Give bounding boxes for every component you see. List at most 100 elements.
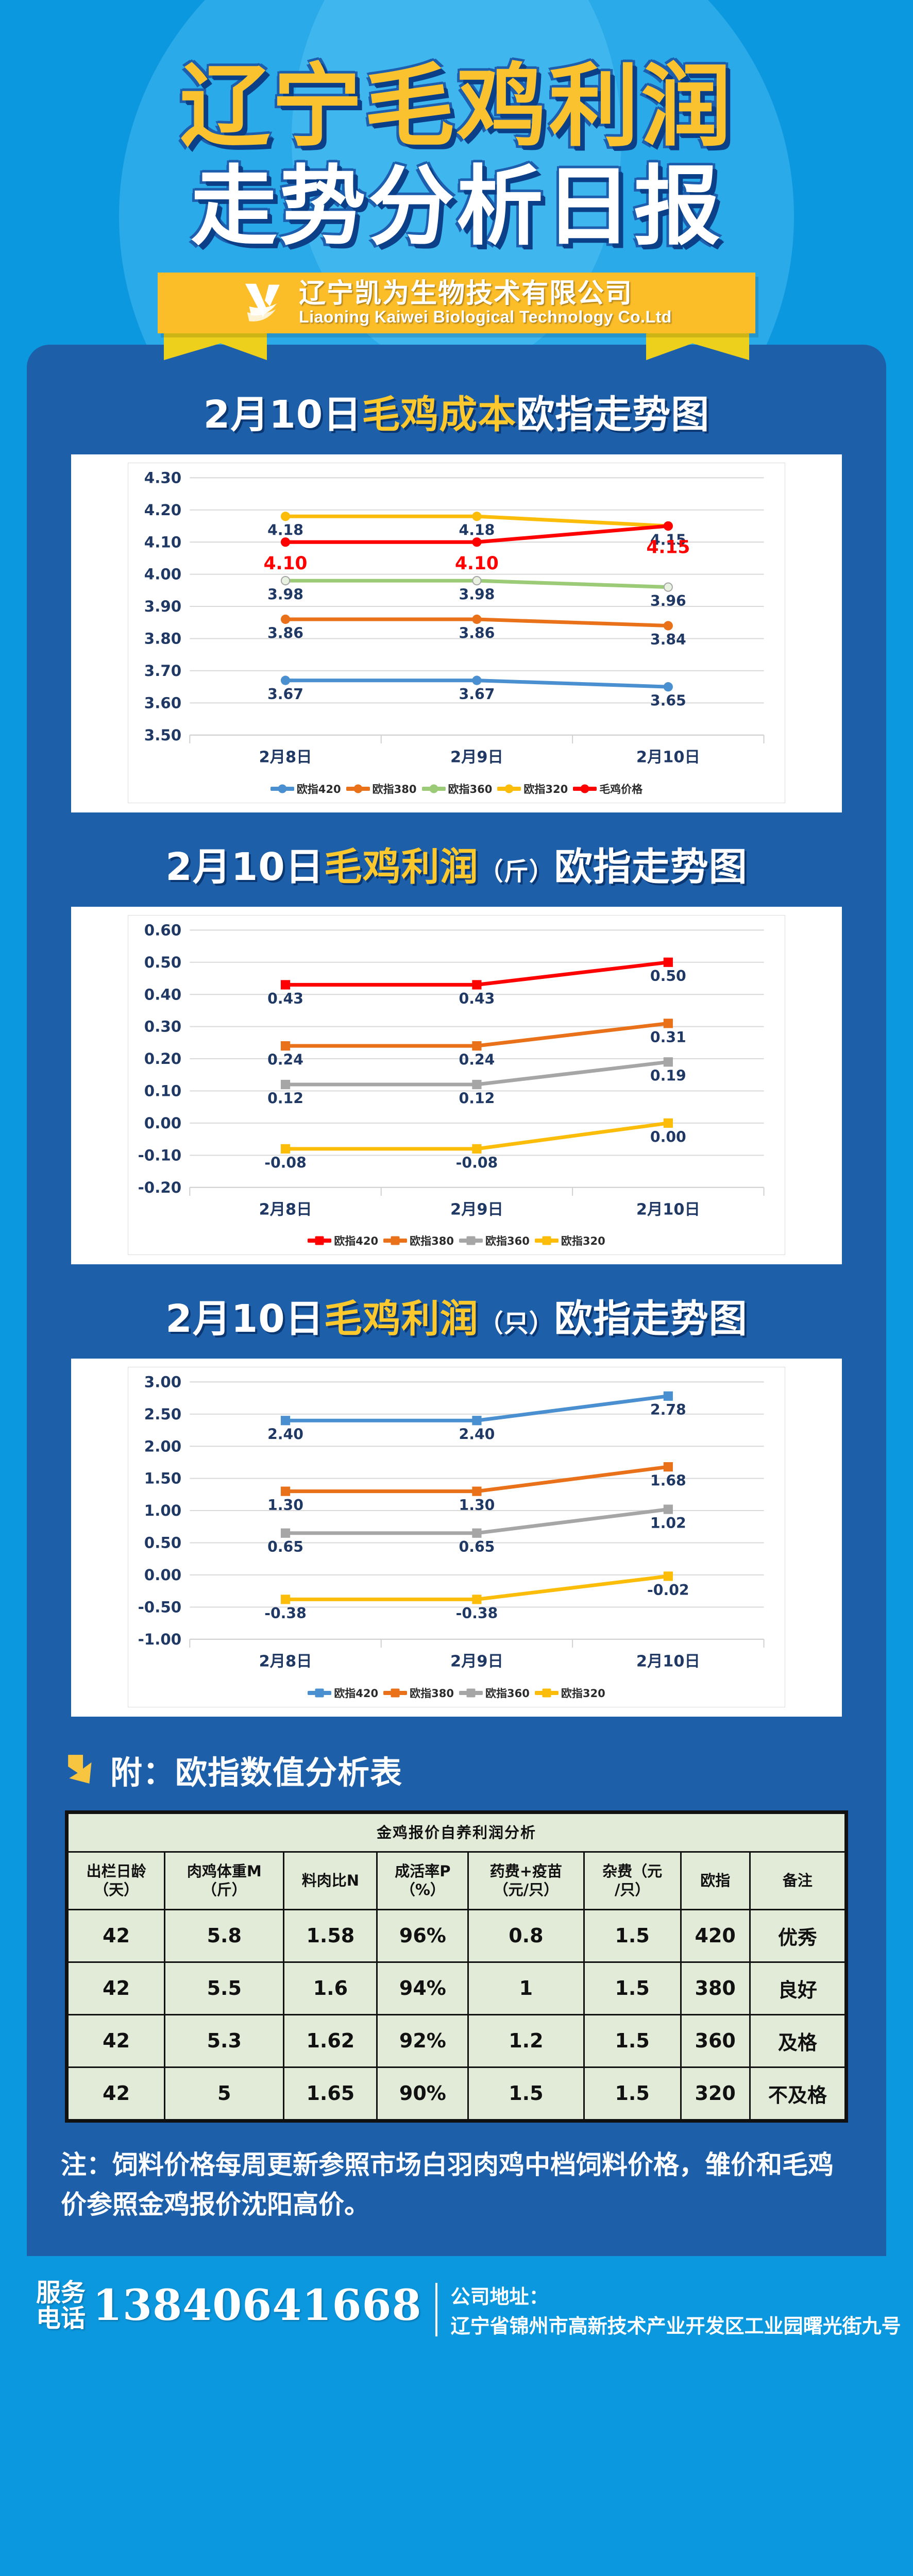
- svg-text:2.50: 2.50: [144, 1405, 181, 1423]
- table-cell: 96%: [376, 1908, 469, 1963]
- legend-label: 欧指320: [561, 1687, 605, 1700]
- data-label: 3.84: [650, 631, 686, 648]
- analysis-table-wrap: 金鸡报价自养利润分析 出栏日龄 （天） 肉鸡体重M （斤） 料肉比N 成活率P （%） 药费+…: [65, 1810, 848, 2123]
- legend-swatch-毛鸡价格: [573, 786, 597, 791]
- company-name-en: Liaoning Kaiwei Biological Technology Co…: [299, 307, 672, 326]
- legend-label: 欧指380: [410, 1687, 454, 1700]
- table-cell: 1.5: [583, 1961, 682, 2015]
- table-cell: 0.8: [467, 1908, 585, 1963]
- table-cell: 5.5: [164, 1961, 285, 2015]
- legend-swatch-欧指420: [308, 1690, 332, 1695]
- svg-text:4.00: 4.00: [144, 566, 181, 583]
- data-label: 0.65: [267, 1538, 303, 1555]
- legend-item[interactable]: 欧指380: [383, 1685, 454, 1701]
- legend-item[interactable]: 欧指320: [534, 1233, 605, 1248]
- chart-plot-cost[interactable]: 3.50 3.60 3.70 3.80 3.90 4.00 4.10 4.20 4.30 2月8日…: [128, 463, 785, 776]
- table-cell: 1.5: [583, 2013, 682, 2068]
- legend-item[interactable]: 欧指360: [459, 1233, 530, 1248]
- chart-legend-profit-jin[interactable]: 欧指420 欧指380 欧指360 欧指320: [128, 1228, 785, 1255]
- chart-plot-profit-jin[interactable]: -0.20 -0.10 0.00 0.10 0.20 0.30 0.40 0.50 0.60 2月…: [128, 916, 785, 1228]
- data-label: -0.08: [264, 1154, 307, 1171]
- svg-text:-0.10: -0.10: [138, 1146, 182, 1164]
- legend-item[interactable]: 欧指380: [383, 1233, 454, 1248]
- svg-text:0.00: 0.00: [144, 1566, 181, 1584]
- table-header-cell: 药费+疫苗 （元/只）: [467, 1851, 585, 1910]
- svg-text:2月8日: 2月8日: [259, 1653, 312, 1671]
- table-cell: 420: [680, 1908, 751, 1963]
- data-label: 3.98: [459, 586, 495, 603]
- data-label: 0.43: [267, 990, 303, 1007]
- data-label: 3.98: [267, 586, 303, 603]
- phone-label-line1: 服务: [36, 2278, 86, 2307]
- svg-text:0.30: 0.30: [144, 1018, 181, 1035]
- legend-swatch-欧指380: [383, 1239, 408, 1243]
- data-label: 4.15: [646, 537, 690, 558]
- legend-item[interactable]: 欧指320: [497, 781, 568, 796]
- svg-text:2月9日: 2月9日: [450, 1653, 503, 1671]
- legend-label: 欧指380: [410, 1235, 454, 1248]
- chart-legend-profit-zhi[interactable]: 欧指420 欧指380 欧指360 欧指320: [128, 1680, 785, 1707]
- data-label: 0.24: [459, 1051, 495, 1068]
- table-cell: 5.8: [164, 1908, 285, 1963]
- svg-text:0.50: 0.50: [144, 954, 181, 971]
- table-cell: 360: [680, 2013, 751, 2068]
- data-label: 0.24: [267, 1051, 303, 1068]
- address-label: 公司地址：: [450, 2286, 549, 2308]
- phone-label-line2: 电话: [36, 2304, 86, 2333]
- legend-swatch-欧指420: [270, 786, 294, 791]
- legend-item[interactable]: 欧指380: [346, 781, 417, 796]
- phone-number[interactable]: 13840641668: [93, 2281, 422, 2331]
- table-cell: 1: [467, 1961, 585, 2015]
- table-row: 42 5 1.65 90% 1.5 1.5 320 不及格: [66, 2066, 847, 2121]
- table-cell: 不及格: [749, 2066, 847, 2121]
- section3-date: 2月10日: [165, 1297, 324, 1342]
- table-header-cell: 料肉比N: [283, 1851, 378, 1910]
- service-phone: 服务 电话 13840641668: [36, 2278, 422, 2333]
- legend-item[interactable]: 欧指320: [534, 1685, 605, 1701]
- data-label: 0.50: [650, 968, 686, 985]
- legend-swatch-欧指380: [383, 1690, 408, 1695]
- svg-text:1.50: 1.50: [144, 1470, 181, 1487]
- legend-label: 欧指360: [448, 783, 493, 795]
- table-cell: 优秀: [749, 1908, 847, 1963]
- table-cell: 5: [164, 2066, 285, 2121]
- svg-text:2月9日: 2月9日: [450, 748, 503, 766]
- content-sheet: 2月10日毛鸡成本欧指走势图 3.50 3.60 3.70 3.80 3.90 4.00 4…: [27, 345, 886, 2256]
- table-cell: 良好: [749, 1961, 847, 2015]
- legend-swatch-欧指420: [308, 1239, 332, 1243]
- legend-label: 欧指380: [372, 783, 417, 795]
- legend-item[interactable]: 毛鸡价格: [573, 781, 643, 796]
- legend-swatch-欧指360: [421, 786, 446, 791]
- data-label: 0.65: [459, 1538, 495, 1555]
- table-cell: 1.62: [283, 2013, 378, 2068]
- legend-item[interactable]: 欧指420: [308, 1233, 378, 1248]
- table-row: 42 5.3 1.62 92% 1.2 1.5 360 及格: [66, 2013, 847, 2068]
- legend-swatch-欧指360: [459, 1239, 483, 1243]
- legend-label: 欧指420: [296, 783, 341, 795]
- data-label: 2.40: [267, 1426, 303, 1443]
- phone-label: 服务 电话: [36, 2278, 93, 2333]
- svg-text:2月10日: 2月10日: [636, 1200, 700, 1218]
- table-cell: 1.6: [283, 1961, 378, 2015]
- data-label: 0.31: [650, 1028, 686, 1045]
- legend-label: 欧指320: [561, 1235, 605, 1248]
- data-label: 3.65: [650, 692, 686, 709]
- section2-tail: 欧指走势图: [554, 844, 748, 889]
- legend-label: 欧指360: [485, 1687, 530, 1700]
- svg-text:2月8日: 2月8日: [259, 748, 312, 766]
- data-label: 4.18: [459, 522, 495, 539]
- chart-plot-profit-zhi[interactable]: -1.00 -0.50 0.00 0.50 1.00 1.50 2.00 2.50 3.00 2月…: [128, 1367, 785, 1680]
- svg-text:3.60: 3.60: [144, 694, 181, 711]
- legend-item[interactable]: 欧指420: [270, 781, 341, 796]
- legend-label: 欧指420: [334, 1687, 379, 1700]
- chart-legend-cost[interactable]: 欧指420 欧指380 欧指360 欧指320 毛鸡价格: [128, 776, 785, 803]
- table-cell: 380: [680, 1961, 751, 2015]
- company-banner: 辽宁凯为生物技术有限公司 Liaoning Kaiwei Biological …: [158, 273, 755, 333]
- svg-text:1.00: 1.00: [144, 1502, 181, 1519]
- section2-highlight: 毛鸡利润: [324, 844, 479, 889]
- table-header-cell: 肉鸡体重M （斤）: [164, 1851, 285, 1910]
- data-label: 4.10: [455, 553, 499, 574]
- legend-item[interactable]: 欧指360: [459, 1685, 530, 1701]
- legend-item[interactable]: 欧指360: [421, 781, 493, 796]
- legend-item[interactable]: 欧指420: [308, 1685, 378, 1701]
